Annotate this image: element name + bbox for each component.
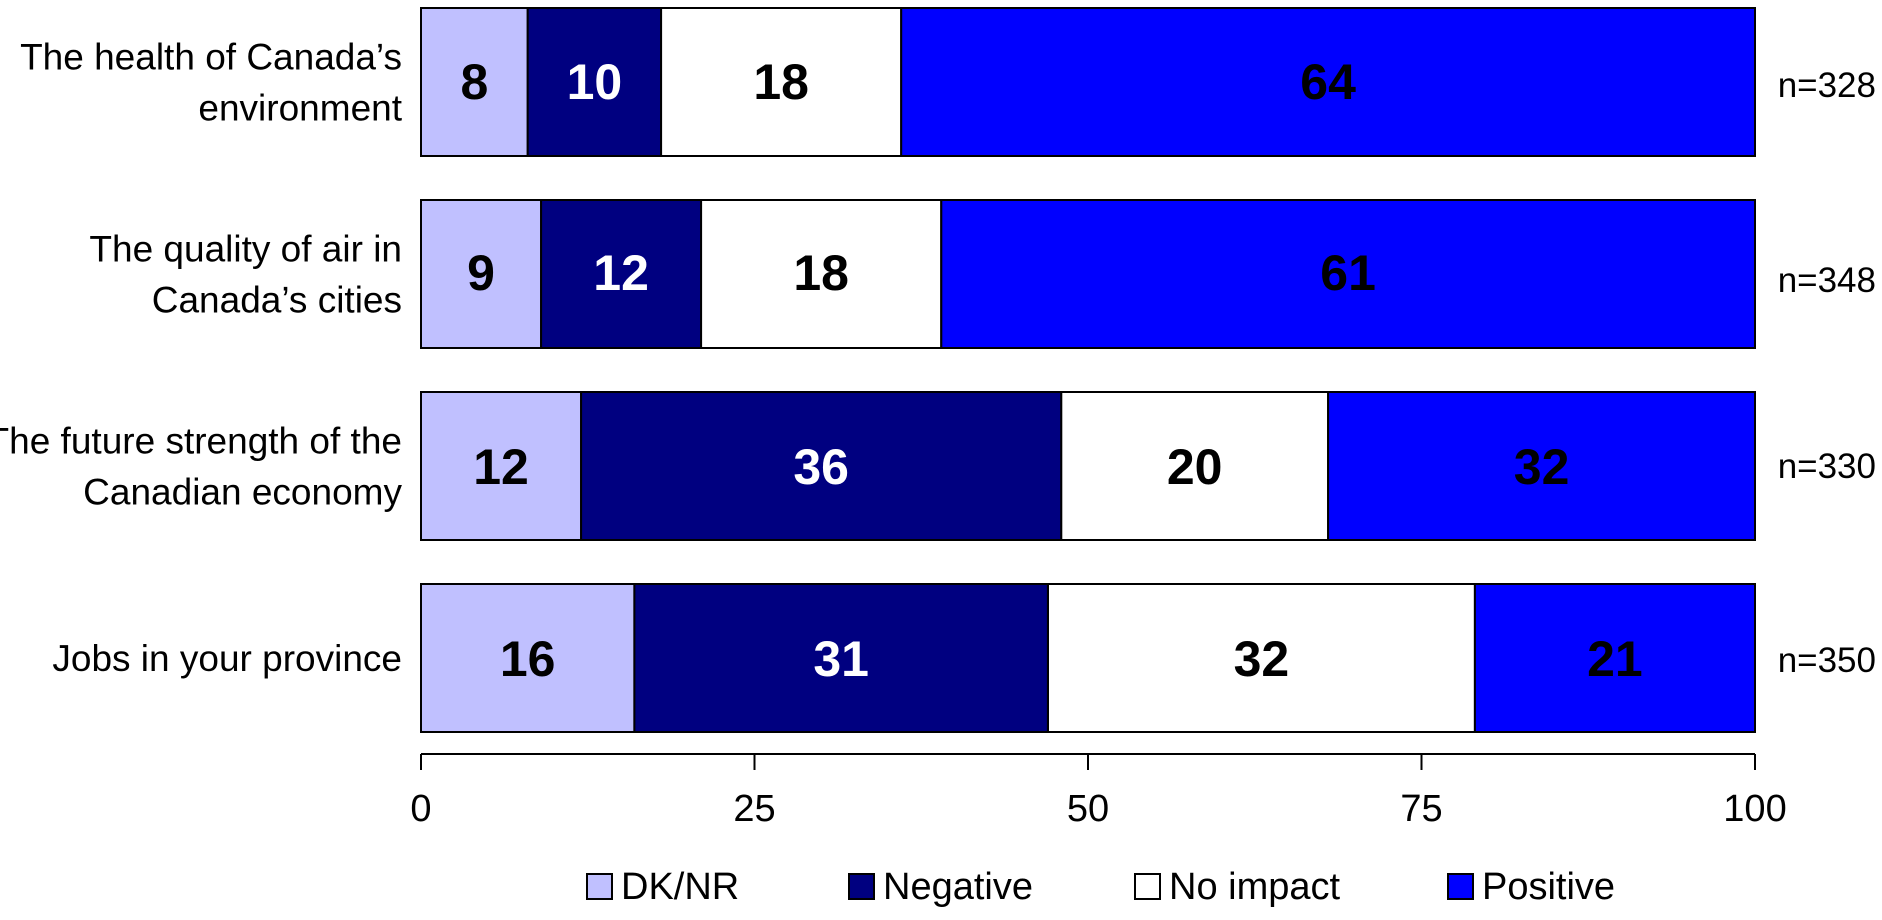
category-label: The future strength of the <box>0 421 402 462</box>
legend-label: No impact <box>1169 866 1340 908</box>
category-label: The quality of air in <box>89 229 402 270</box>
data-label: 9 <box>467 245 495 301</box>
category-label: Jobs in your province <box>52 638 402 679</box>
bar-segment <box>700 199 943 349</box>
bar-row: 9 12 18 61 <box>420 199 1756 349</box>
bar-segment <box>420 7 529 157</box>
legend-item: No impact <box>1134 866 1340 908</box>
legend-item: Positive <box>1447 866 1615 908</box>
legend-label: DK/NR <box>621 866 739 908</box>
bar-segment <box>1327 391 1756 541</box>
bar-segment <box>900 7 1756 157</box>
data-label: 20 <box>1167 439 1223 495</box>
bar-segment <box>580 391 1063 541</box>
legend-label: Negative <box>883 866 1033 908</box>
legend-swatch <box>1134 873 1161 900</box>
category-label: environment <box>198 88 402 129</box>
data-label: 64 <box>1300 54 1356 110</box>
sample-size-label: n=350 <box>1778 641 1876 680</box>
data-label: 18 <box>753 54 809 110</box>
data-label: 32 <box>1514 439 1570 495</box>
legend-label: Positive <box>1482 866 1615 908</box>
bars-layer: 8 10 18 64 9 12 18 61 12 36 20 32 16 31 32 21 <box>420 7 1757 733</box>
legend-swatch <box>848 873 875 900</box>
legend-swatch <box>1447 873 1474 900</box>
legend: DK/NR Negative No impact Positive <box>586 866 1615 908</box>
bar-segment <box>1473 583 1757 733</box>
data-label: 12 <box>593 245 649 301</box>
data-label: 32 <box>1234 631 1290 687</box>
bar-segment <box>420 583 636 733</box>
category-labels: The health of Canada’s environment The qua… <box>0 37 403 680</box>
bar-segment <box>1047 583 1476 733</box>
sample-size-label: n=328 <box>1778 66 1876 105</box>
x-tick-label: 100 <box>1723 788 1786 830</box>
category-label: The health of Canada’s <box>20 37 402 78</box>
category-label: Canada’s cities <box>152 280 402 321</box>
x-tick-label: 50 <box>1067 788 1109 830</box>
bar-segment <box>526 7 663 157</box>
bar-segment <box>660 7 903 157</box>
legend-item: DK/NR <box>586 866 739 908</box>
sample-size-label: n=348 <box>1778 261 1876 300</box>
data-label: 21 <box>1587 631 1643 687</box>
sample-size-labels: n=328 n=348 n=330 n=350 <box>1778 66 1876 680</box>
category-label: Canadian economy <box>83 472 402 513</box>
x-axis: 0 25 50 75 100 <box>410 753 1787 830</box>
data-label: 16 <box>500 631 556 687</box>
data-label: 61 <box>1320 245 1376 301</box>
bar-row: 16 31 32 21 <box>420 583 1757 733</box>
bar-segment <box>633 583 1049 733</box>
data-label: 18 <box>793 245 849 301</box>
data-label: 31 <box>813 631 869 687</box>
sample-size-label: n=330 <box>1778 447 1876 486</box>
data-label: 36 <box>793 439 849 495</box>
legend-item: Negative <box>848 866 1033 908</box>
x-tick-label: 75 <box>1400 788 1442 830</box>
bar-segment <box>420 199 543 349</box>
bar-row: 12 36 20 32 <box>420 391 1756 541</box>
bar-segment <box>420 391 583 541</box>
bar-segment <box>940 199 1756 349</box>
legend-swatch <box>586 873 613 900</box>
x-tick-label: 0 <box>410 788 431 830</box>
data-label: 10 <box>567 54 623 110</box>
x-tick-label: 25 <box>733 788 775 830</box>
bar-segment <box>540 199 703 349</box>
data-label: 12 <box>473 439 529 495</box>
data-label: 8 <box>460 54 488 110</box>
bar-row: 8 10 18 64 <box>420 7 1756 157</box>
